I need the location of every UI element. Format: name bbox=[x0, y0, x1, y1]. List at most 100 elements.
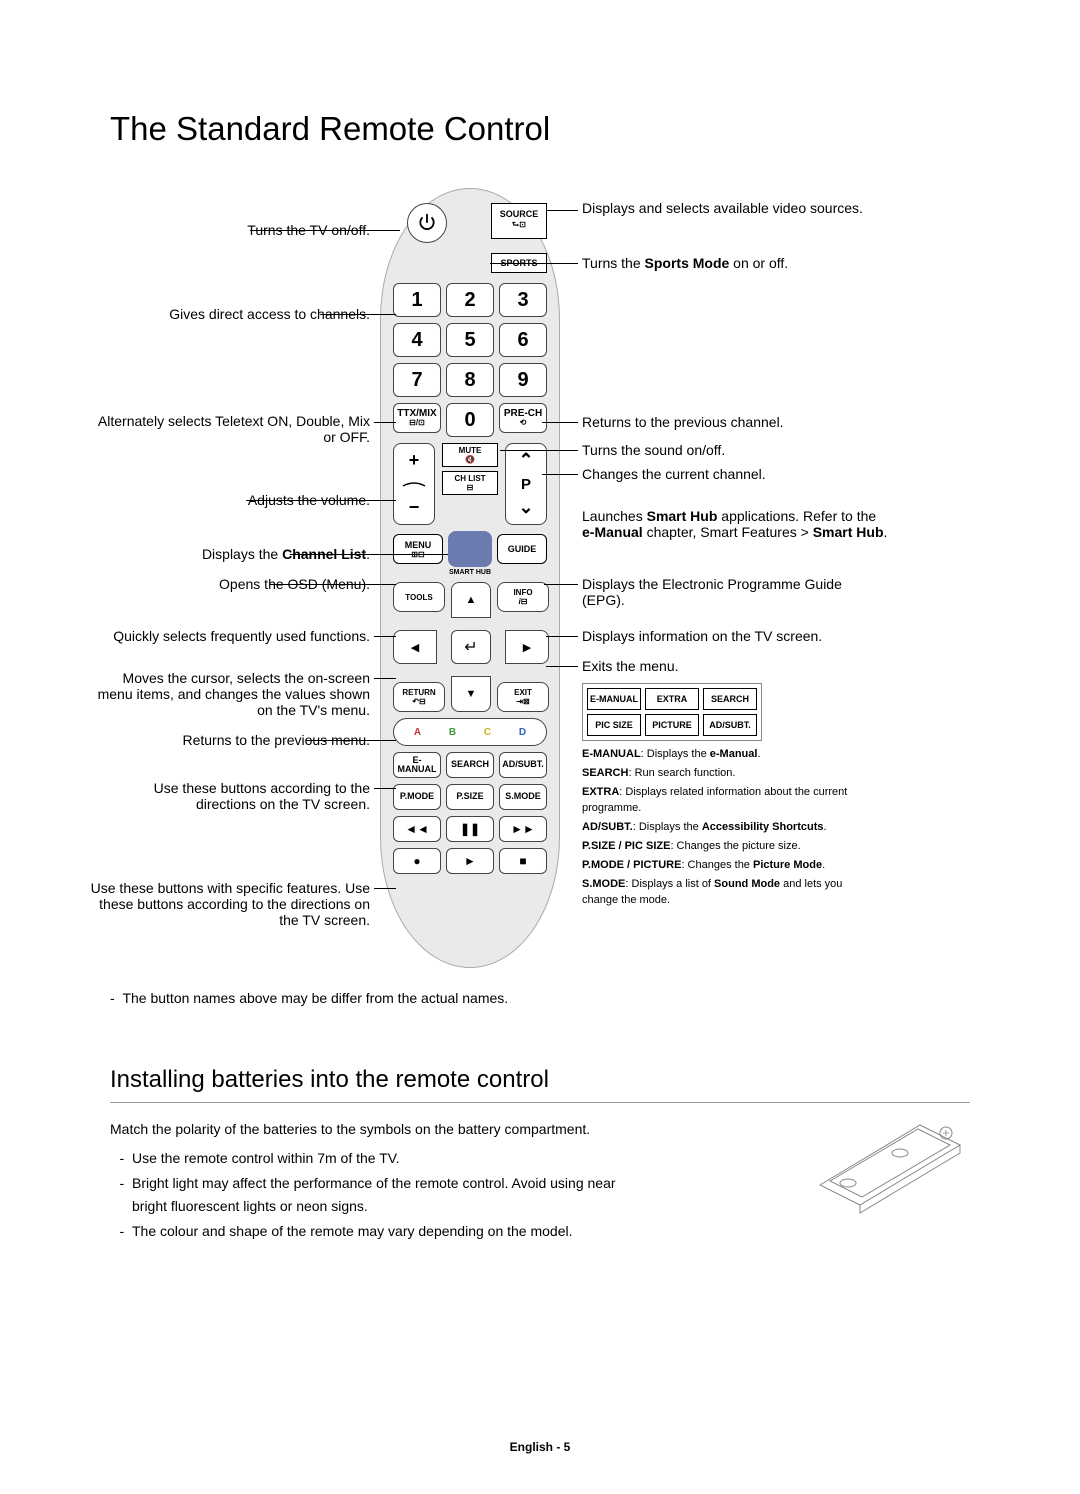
dpad-left: ◀ bbox=[393, 630, 437, 664]
box-adsubt: AD/SUBT. bbox=[703, 714, 757, 736]
label-ch: Changes the current channel. bbox=[582, 466, 882, 482]
box-extra: EXTRA bbox=[645, 688, 699, 710]
chlist-label: CH LIST bbox=[454, 474, 485, 483]
power-icon bbox=[417, 213, 437, 233]
num-8: 8 bbox=[446, 363, 494, 397]
prech-sub: ⟲ bbox=[520, 419, 527, 427]
adsubt-button: AD/SUBT. bbox=[499, 752, 547, 778]
num-9: 9 bbox=[499, 363, 547, 397]
psize-button: P.SIZE bbox=[446, 784, 494, 810]
num-0: 0 bbox=[446, 403, 494, 437]
num-7: 7 bbox=[393, 363, 441, 397]
label-guide: Displays the Electronic Programme Guide … bbox=[582, 576, 882, 608]
pmode-button: P.MODE bbox=[393, 784, 441, 810]
label-cursor: Moves the cursor, selects the on-screen … bbox=[90, 670, 370, 718]
ch-p-label: P bbox=[521, 476, 531, 493]
channel-rocker: ⌃ P ⌄ bbox=[505, 443, 547, 525]
record-button: ● bbox=[393, 848, 441, 874]
num-5: 5 bbox=[446, 323, 494, 357]
num-4: 4 bbox=[393, 323, 441, 357]
dpad-right: ▶ bbox=[505, 630, 549, 664]
label-sports: Turns the Sports Mode on or off. bbox=[582, 255, 902, 271]
vol-up: + bbox=[409, 450, 420, 471]
box-search: SEARCH bbox=[703, 688, 757, 710]
num-2: 2 bbox=[446, 283, 494, 317]
dpad-up: ▲ bbox=[451, 582, 491, 618]
rewind-button: ◄◄ bbox=[393, 816, 441, 842]
vol-curve-icon bbox=[401, 480, 427, 488]
volume-rocker: + − bbox=[393, 443, 435, 525]
label-mute: Turns the sound on/off. bbox=[582, 442, 882, 458]
function-descriptions: E-MANUAL: Displays the e-Manual. SEARCH:… bbox=[582, 747, 862, 911]
label-tools: Quickly selects frequently used function… bbox=[90, 628, 370, 644]
vol-down: − bbox=[409, 497, 420, 518]
ch-down: ⌄ bbox=[518, 497, 533, 518]
dpad-down: ▼ bbox=[451, 676, 491, 712]
remote-body: SOURCE ⮑⊡ SPORTS 123 456 789 TTX/MIX⊟/⊡ … bbox=[380, 188, 560, 968]
dpad: TOOLS INFOi⊟ RETURN↶⊟ EXIT⇥⊠ ▲ ▼ ◀ ▶ ↵ bbox=[393, 582, 549, 712]
label-color: Use these buttons according to the direc… bbox=[110, 780, 370, 812]
color-buttons-row: A B C D bbox=[393, 718, 547, 746]
info-button: INFOi⊟ bbox=[497, 582, 549, 612]
dpad-enter: ↵ bbox=[451, 630, 491, 664]
color-a: A bbox=[414, 727, 421, 738]
exit-label: EXIT bbox=[514, 688, 532, 697]
label-playback: Use these buttons with specific features… bbox=[90, 880, 370, 928]
color-d: D bbox=[519, 727, 526, 738]
stop-button: ■ bbox=[499, 848, 547, 874]
label-ttx: Alternately selects Teletext ON, Double,… bbox=[90, 413, 370, 445]
prech-button: PRE-CH⟲ bbox=[499, 403, 547, 433]
power-button bbox=[407, 203, 447, 243]
ttx-button: TTX/MIX⊟/⊡ bbox=[393, 403, 441, 433]
smode-button: S.MODE bbox=[499, 784, 547, 810]
num-3: 3 bbox=[499, 283, 547, 317]
search-button: SEARCH bbox=[446, 752, 494, 778]
source-sub-icon: ⮑⊡ bbox=[512, 219, 526, 233]
return-label: RETURN bbox=[402, 688, 435, 697]
return-button: RETURN↶⊟ bbox=[393, 682, 445, 712]
tools-label: TOOLS bbox=[405, 593, 432, 602]
num-6: 6 bbox=[499, 323, 547, 357]
battery-note-3: The colour and shape of the remote may v… bbox=[132, 1220, 650, 1242]
label-source: Displays and selects available video sou… bbox=[582, 200, 882, 216]
label-info: Displays information on the TV screen. bbox=[582, 628, 882, 644]
source-button: SOURCE ⮑⊡ bbox=[491, 203, 547, 239]
pause-button: ❚❚ bbox=[446, 816, 494, 842]
remote-diagram: SOURCE ⮑⊡ SPORTS 123 456 789 TTX/MIX⊟/⊡ … bbox=[110, 188, 970, 978]
smarthub-button bbox=[448, 531, 492, 567]
box-emanual: E-MANUAL bbox=[587, 688, 641, 710]
ttx-sub: ⊟/⊡ bbox=[409, 419, 425, 427]
menu-label: MENU bbox=[405, 540, 432, 550]
color-c: C bbox=[484, 727, 491, 738]
subtitle: Installing batteries into the remote con… bbox=[110, 1066, 970, 1103]
fastfwd-button: ►► bbox=[499, 816, 547, 842]
num-1: 1 bbox=[393, 283, 441, 317]
function-box-group: E-MANUALEXTRASEARCH PIC SIZEPICTUREAD/SU… bbox=[582, 683, 762, 741]
battery-notes: Use the remote control within 7m of the … bbox=[110, 1147, 650, 1243]
diagram-footnote: - The button names above may be differ f… bbox=[110, 990, 970, 1006]
mute-button: MUTE🔇 bbox=[442, 443, 498, 467]
info-label: INFO bbox=[513, 588, 532, 597]
color-b: B bbox=[449, 727, 456, 738]
label-smarthub: Launches Smart Hub applications. Refer t… bbox=[582, 508, 892, 540]
box-picture: PICTURE bbox=[645, 714, 699, 736]
mute-label: MUTE bbox=[459, 446, 482, 455]
chlist-icon: ⊟ bbox=[467, 483, 474, 492]
label-prech: Returns to the previous channel. bbox=[582, 414, 882, 430]
smarthub-label: SMART HUB bbox=[393, 569, 547, 576]
guide-button: GUIDE bbox=[497, 534, 547, 564]
menu-button: MENU⊞⊟ bbox=[393, 534, 443, 564]
chlist-button: CH LIST⊟ bbox=[442, 471, 498, 495]
battery-note-1: Use the remote control within 7m of the … bbox=[132, 1147, 650, 1169]
ch-up: ⌃ bbox=[518, 450, 533, 471]
mute-icon: 🔇 bbox=[465, 455, 475, 464]
battery-note-2: Bright light may affect the performance … bbox=[132, 1172, 650, 1217]
emanual-button: E-MANUAL bbox=[393, 752, 441, 778]
tools-button: TOOLS bbox=[393, 582, 445, 612]
source-label: SOURCE bbox=[500, 209, 539, 219]
label-exit: Exits the menu. bbox=[582, 658, 882, 674]
page-title: The Standard Remote Control bbox=[110, 110, 970, 148]
exit-button: EXIT⇥⊠ bbox=[497, 682, 549, 712]
battery-compartment-icon bbox=[800, 1105, 980, 1225]
box-picsize: PIC SIZE bbox=[587, 714, 641, 736]
